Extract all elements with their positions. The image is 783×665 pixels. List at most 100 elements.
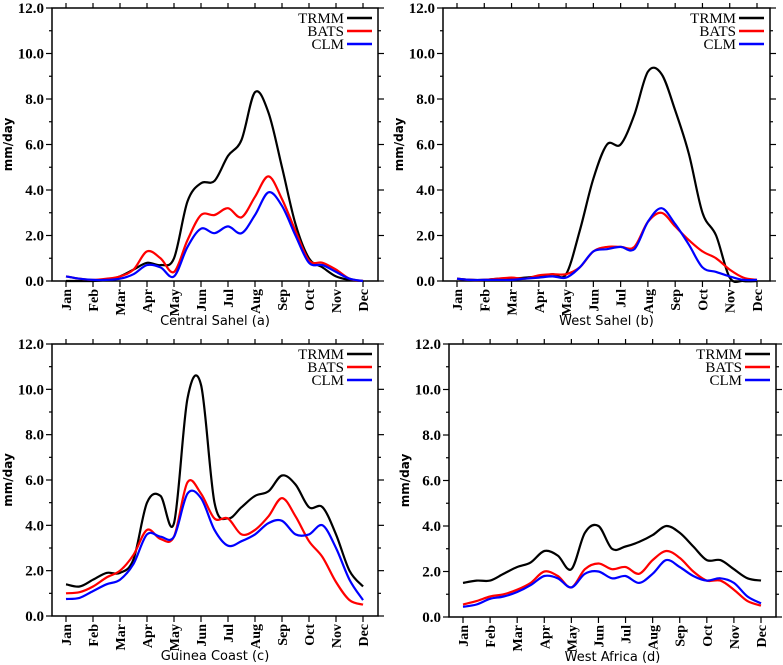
series-line-trmm [66,90,364,283]
x-tick-label: Jun [592,625,607,648]
panel-d: 0.0 2.0 4.0 6.0 8.0 10.0 12.0 Jan Feb Mar Apr May Ju… [398,337,782,665]
legend-label-bats: BATS [699,24,736,40]
y-tick-label: 0.0 [25,609,44,625]
x-tick-label: May [168,624,183,651]
x-tick-label: Apr [538,625,553,649]
panel-b: 0.0 2.0 4.0 6.0 8.0 10.0 12.0 Jan Feb Mar Apr May Ju… [392,1,776,329]
x-tick-label: Jul [222,624,237,643]
x-tick-label: Jun [587,289,602,312]
x-tick-label: Apr [533,289,548,313]
x-tick-label: Sep [276,289,291,311]
legend-label-trmm: TRMM [696,347,742,363]
x-tick-label: Nov [724,289,739,313]
x-tick-label: Aug [249,624,264,649]
x-tick-label: Nov [330,289,345,313]
x-tick-label: May [168,289,183,316]
x-tick-label: May [560,289,575,316]
y-tick-label: 10.0 [18,382,44,398]
x-tick-label: Jan [451,289,466,311]
x-tick-label: Jul [620,625,635,644]
series-line-clm [65,489,364,601]
series-line-clm [456,207,758,282]
series-line-clm [65,191,364,283]
x-tick-label: Apr [141,624,156,648]
y-tick-label: 2.0 [25,229,44,245]
y-tick-label: 6.0 [25,473,44,489]
y-tick-label: 0.0 [422,610,441,626]
x-tick-label: Mar [114,624,129,650]
x-tick-label: Jan [60,624,75,646]
legend-label-trmm: TRMM [298,347,344,363]
y-tick-label: 12.0 [415,337,441,353]
x-axis-title: West Sahel (b) [559,314,654,329]
x-tick-label: Apr [141,289,156,313]
legend-label-trmm: TRMM [298,11,344,27]
x-tick-label: Aug [642,289,657,314]
panel-a: 0.0 2.0 4.0 6.0 8.0 10.0 12.0 Jan Feb Mar Apr May Ju… [1,1,384,329]
x-tick-label: Dec [751,289,766,312]
x-tick-label: Jan [60,289,75,311]
legend-label-clm: CLM [709,373,742,389]
y-tick-label: 6.0 [25,138,44,154]
x-axis-title: Central Sahel (a) [160,314,270,329]
x-tick-label: Dec [357,624,372,647]
x-tick-label: Oct [303,624,318,646]
x-tick-label: Sep [674,625,689,647]
legend-label-bats: BATS [705,360,742,376]
x-axis-title: West Africa (d) [565,650,661,665]
y-tick-label: 8.0 [25,92,44,108]
y-tick-label: 4.0 [25,183,44,199]
x-tick-label: Mar [511,625,526,651]
series-line-clm [462,558,762,608]
y-tick-label: 2.0 [25,564,44,580]
y-tick-label: 2.0 [416,229,435,245]
legend-label-clm: CLM [311,373,344,389]
x-tick-label: Feb [478,289,493,312]
y-tick-label: 10.0 [409,47,435,63]
x-axis-title: Guinea Coast (c) [161,649,270,664]
series-line-bats [65,479,364,606]
x-tick-label: Jul [615,289,630,308]
series-line-bats [65,175,364,283]
legend-label-clm: CLM [311,37,344,53]
x-tick-label: Nov [330,624,345,648]
y-tick-label: 10.0 [415,383,441,399]
legend-label-clm: CLM [703,37,736,53]
y-tick-label: 4.0 [25,518,44,534]
y-tick-label: 2.0 [422,565,441,581]
y-tick-label: 8.0 [422,428,441,444]
x-tick-label: Dec [755,625,770,648]
x-tick-label: Feb [87,289,102,312]
x-tick-label: Oct [696,289,711,311]
x-tick-label: Sep [669,289,684,311]
y-tick-label: 4.0 [416,183,435,199]
series-line-bats [456,211,758,282]
x-tick-label: Nov [728,625,743,649]
x-tick-label: Mar [506,289,521,315]
x-tick-label: Oct [303,289,318,311]
y-tick-label: 0.0 [416,274,435,290]
x-tick-label: Feb [484,625,499,648]
legend-label-trmm: TRMM [690,11,736,27]
x-tick-label: Jul [222,289,237,308]
y-tick-label: 4.0 [422,519,441,535]
y-tick-label: 12.0 [18,337,44,353]
x-tick-label: Dec [357,289,372,312]
y-tick-label: 0.0 [25,274,44,290]
legend-label-bats: BATS [307,360,344,376]
y-axis-label: mm/day [392,118,406,172]
x-tick-label: Aug [647,625,662,650]
y-tick-label: 8.0 [25,428,44,444]
x-tick-label: Mar [114,289,129,315]
y-tick-label: 12.0 [409,1,435,17]
x-tick-label: Feb [87,624,102,647]
y-tick-label: 12.0 [18,1,44,17]
y-tick-label: 6.0 [416,138,435,154]
y-axis-label: mm/day [1,453,15,507]
y-tick-label: 8.0 [416,92,435,108]
y-tick-label: 10.0 [18,47,44,63]
legend-label-bats: BATS [307,24,344,40]
x-tick-label: Aug [249,289,264,314]
y-tick-label: 6.0 [422,474,441,490]
